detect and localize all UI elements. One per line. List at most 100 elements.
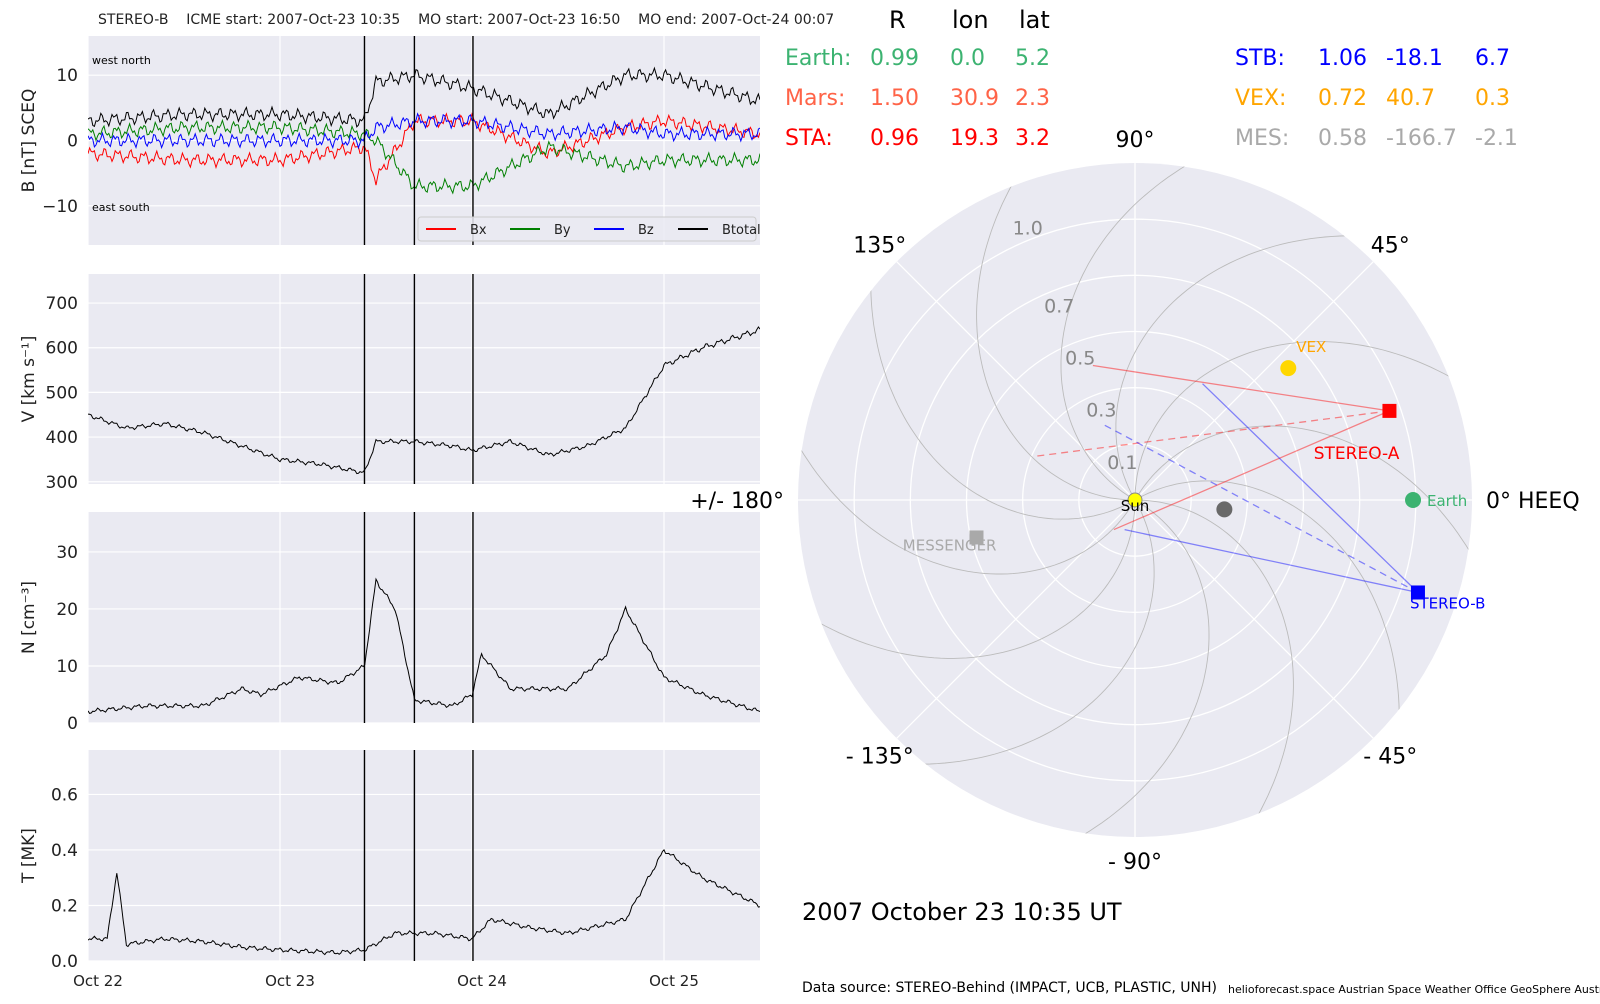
x-tick-label: Oct 23 — [265, 972, 315, 990]
table-row-r: 1.50 — [870, 86, 919, 111]
angle-label: 45° — [1371, 234, 1410, 259]
event-header: STEREO-B ICME start: 2007-Oct-23 10:35 M… — [98, 12, 834, 28]
y-tick-label: 0.6 — [51, 785, 78, 805]
spiral-line — [1001, 499, 1210, 837]
table-row-name: Earth: — [785, 46, 852, 71]
mo-end: MO end: 2007-Oct-24 00:07 — [638, 12, 835, 28]
marker-label: Sun — [1121, 497, 1150, 515]
table-row-r: 0.58 — [1318, 126, 1367, 151]
legend-entry: Btotal — [722, 223, 761, 238]
legend-entry: By — [554, 223, 571, 238]
marker-Earth — [1405, 492, 1422, 508]
corner-label-top: west north — [92, 54, 151, 67]
spiral-line — [1134, 425, 1472, 634]
panel-4: 0.6 0.4 0.2 0.0 T [MK] Oct 22 Oct 23 Oct 24 Oct … — [19, 750, 760, 990]
marker-point — [1216, 501, 1233, 518]
series-line-Btotal — [88, 66, 760, 128]
table-row-lon: 19.3 — [950, 126, 999, 151]
x-tick-label: Oct 22 — [73, 972, 123, 990]
marker-MESSENGER — [969, 530, 984, 545]
y-tick-label: 10 — [56, 66, 78, 86]
credits: helioforecast.space Austrian Space Weath… — [1228, 983, 1600, 996]
series-line-Bz — [88, 112, 760, 150]
radial-label: 0.3 — [1086, 400, 1116, 422]
series-line-data — [88, 849, 760, 956]
icme-start: ICME start: 2007-Oct-23 10:35 — [186, 12, 401, 28]
radial-label: 1.0 — [1013, 217, 1043, 239]
y-tick-label: 20 — [56, 600, 78, 620]
legend — [417, 216, 757, 242]
y-tick-label: −10 — [42, 197, 78, 217]
time-series-panels: 10 0 −10B [nT] SCEQ west north east south Bx B… — [19, 36, 761, 990]
panel-background — [88, 512, 760, 723]
fov-line — [1092, 364, 1390, 412]
panel-1: 10 0 −10B [nT] SCEQ west north east south Bx B… — [19, 36, 761, 245]
spiral-line — [798, 366, 1136, 575]
x-tick-label: Oct 25 — [649, 972, 699, 990]
fov-line — [1124, 528, 1419, 594]
panel-3: 30 20 10 0 N [cm⁻³] — [19, 512, 760, 734]
spiral-line — [1134, 480, 1400, 801]
table-row-r: 0.99 — [870, 46, 919, 71]
spiral-line — [976, 163, 1136, 501]
marker-STEREO-A — [1382, 403, 1397, 418]
angle-label: - 45° — [1363, 744, 1417, 769]
table-header: lat — [1019, 6, 1050, 34]
radial-label: 0.5 — [1065, 348, 1095, 370]
angle-label: 0° HEEQ — [1486, 489, 1580, 514]
radial-label: 0.7 — [1044, 296, 1074, 318]
y-axis-label: T [MK] — [19, 828, 39, 884]
table-row-name: STB: — [1235, 46, 1285, 71]
polar-content — [798, 163, 1472, 837]
angle-label: - 135° — [846, 744, 914, 769]
series-group — [88, 326, 760, 475]
table-row-lon: -166.7 — [1386, 126, 1457, 151]
spacecraft-name: STEREO-B — [98, 12, 169, 28]
spiral-line — [1060, 163, 1269, 501]
table-row-name: STA: — [785, 126, 833, 151]
polar-plot: 0° HEEQ 45° 90° 135° +/- 180° - 135° - 90° - 45… — [690, 128, 1580, 875]
y-tick-label: 10 — [56, 657, 78, 677]
table-row-lon: 0.0 — [950, 46, 985, 71]
legend-entry: Bz — [638, 223, 654, 238]
y-axis-label: V [km s⁻¹] — [19, 336, 39, 423]
y-tick-label: 0.0 — [51, 952, 78, 972]
marker-label: MESSENGER — [903, 536, 997, 554]
series-line-Bx — [88, 112, 760, 186]
marker-Sun — [1127, 492, 1143, 508]
series-group — [88, 66, 760, 195]
table-row-lon: -18.1 — [1386, 46, 1443, 71]
data-source: Data source: STEREO-Behind (IMPACT, UCB,… — [802, 980, 1217, 996]
table-row-name: Mars: — [785, 86, 846, 111]
mo-start: MO start: 2007-Oct-23 16:50 — [418, 12, 621, 28]
marker-label: Earth — [1427, 492, 1467, 510]
spiral-line — [834, 499, 1155, 765]
table-header: R — [889, 6, 906, 34]
table-row-name: VEX: — [1235, 86, 1287, 111]
panel-2: 700 600 500 400 300 V [km s⁻¹] — [19, 274, 760, 493]
table-row-lon: 30.9 — [950, 86, 999, 111]
marker-label: STEREO-A — [1314, 444, 1400, 464]
y-tick-label: 700 — [46, 294, 78, 314]
spiral-line — [1134, 341, 1472, 501]
legend-entry: Bx — [470, 223, 487, 238]
y-tick-label: 30 — [56, 543, 78, 563]
x-tick-label: Oct 24 — [457, 972, 507, 990]
y-tick-label: 400 — [46, 428, 78, 448]
series-group — [88, 849, 760, 956]
angle-label: +/- 180° — [690, 489, 784, 514]
y-tick-label: 0.2 — [51, 896, 78, 916]
table-row-r: 0.72 — [1318, 86, 1367, 111]
angle-label: 135° — [853, 234, 906, 259]
table-header: lon — [952, 6, 989, 34]
table-row-lat: -2.1 — [1475, 126, 1518, 151]
table-row-lat: 5.2 — [1015, 46, 1050, 71]
table-row-lat: 6.7 — [1475, 46, 1510, 71]
y-tick-label: 0 — [67, 132, 78, 152]
table-row-r: 1.06 — [1318, 46, 1367, 71]
y-tick-label: 0 — [67, 714, 78, 734]
marker-VEX — [1280, 360, 1297, 377]
spiral-line — [798, 499, 1136, 659]
panel-background — [88, 750, 760, 961]
